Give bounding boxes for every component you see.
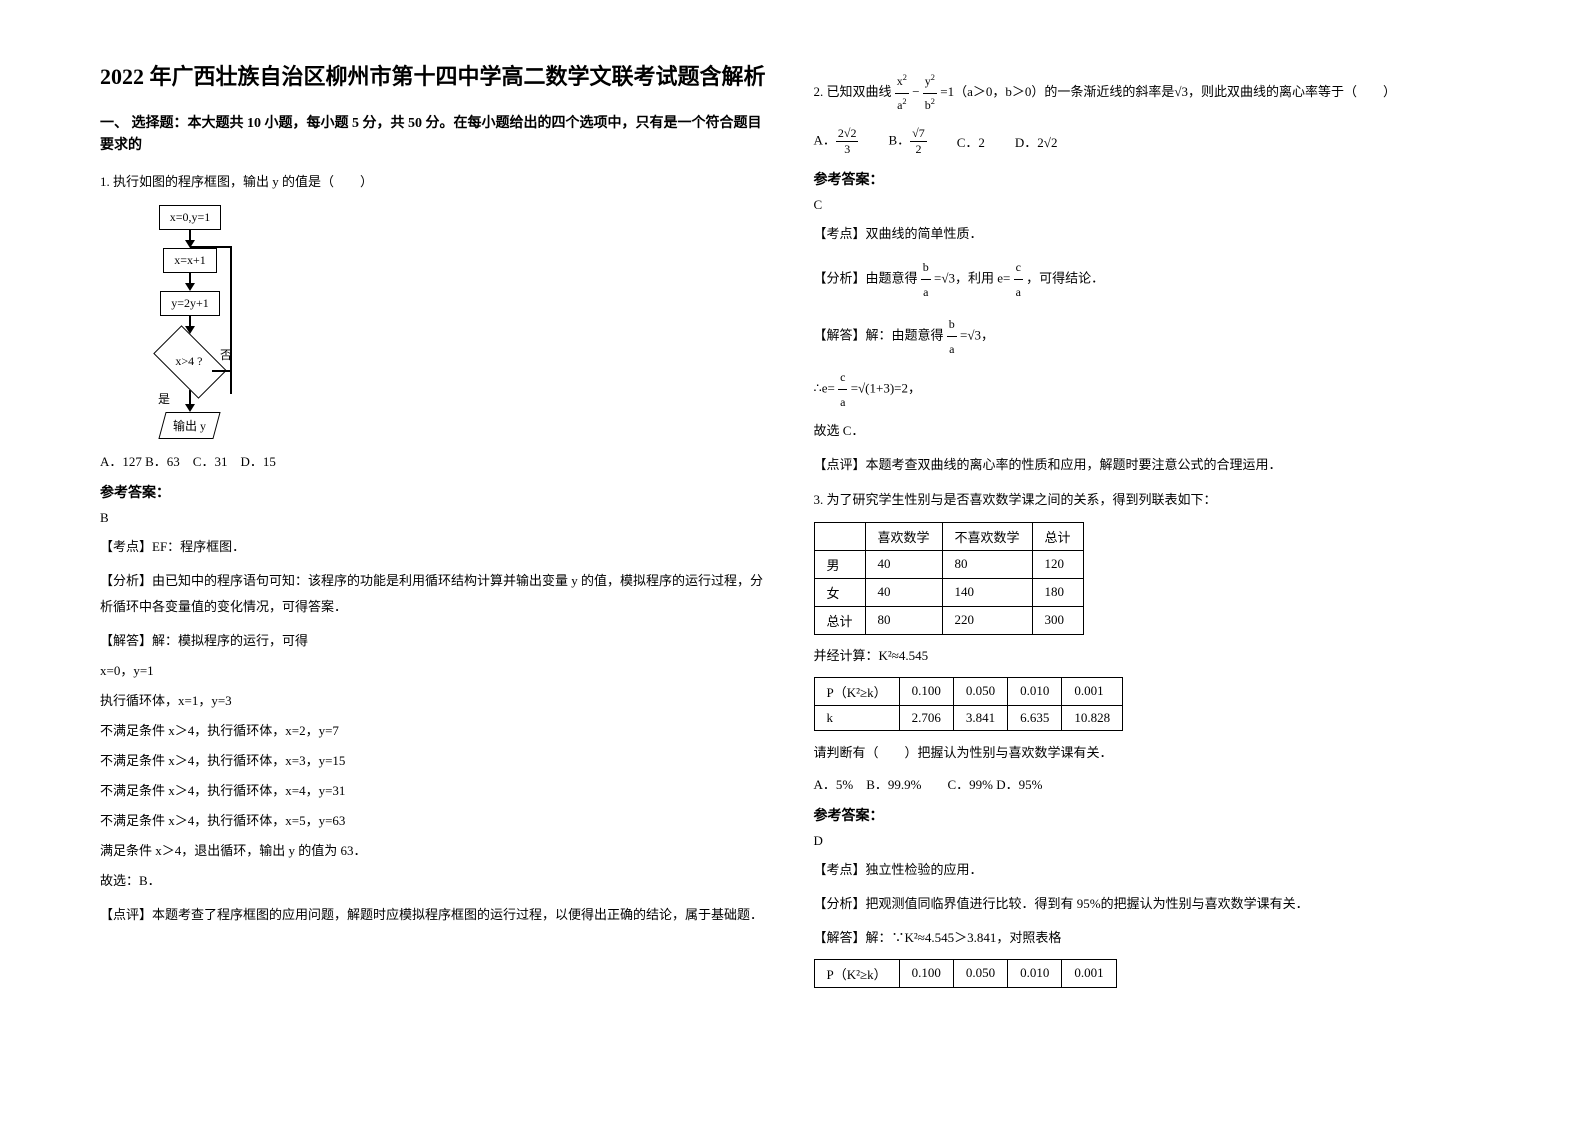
q1-text: 1. 执行如图的程序框图，输出 y 的值是（ ） (100, 170, 774, 193)
q3-table3: P（K²≥k）0.1000.0500.0100.001 (814, 959, 1117, 988)
q1-line: 故选：B． (100, 868, 774, 894)
q3-text: 3. 为了研究学生性别与是否喜欢数学课之间的关系，得到列联表如下： (814, 488, 1488, 511)
q1-line: 不满足条件 x＞4，执行循环体，x=2，y=7 (100, 718, 774, 744)
q2-comment: 【点评】本题考查双曲线的离心率的性质和应用，解题时要注意公式的合理运用． (814, 452, 1488, 478)
q3-calc: 并经计算：K²≈4.545 (814, 643, 1488, 669)
q3-answer-label: 参考答案： (814, 805, 1488, 825)
q2-line3: 故选 C． (814, 418, 1488, 444)
q2-tag2: 【分析】由题意得 ba =√3，利用 e= ca ，可得结论． (814, 255, 1488, 304)
q1-tag2: 【分析】由已知中的程序语句可知：该程序的功能是利用循环结构计算并输出变量 y 的… (100, 568, 774, 620)
q3-answer: D (814, 833, 1488, 849)
flow-step2: y=2y+1 (160, 291, 220, 316)
page-title: 2022 年广西壮族自治区柳州市第十四中学高二数学文联考试题含解析 (100, 60, 774, 93)
q2-options: A．2√23 B．√72 C．2 D．2√2 (814, 126, 1488, 157)
flow-yes-label: 是 (158, 390, 170, 407)
q2-text: 2. 已知双曲线 x2a2 − y2b2 =1（a＞0，b＞0）的一条渐近线的斜… (814, 70, 1488, 116)
q3-options: A．5% B．99.9% C．99% D．95% (814, 774, 1488, 793)
q2-tag1: 【考点】双曲线的简单性质． (814, 221, 1488, 247)
q1-line: 不满足条件 x＞4，执行循环体，x=4，y=31 (100, 778, 774, 804)
flow-condition: x>4 ? (153, 325, 227, 399)
left-column: 2022 年广西壮族自治区柳州市第十四中学高二数学文联考试题含解析 一、 选择题… (100, 60, 774, 996)
q1-tag1: 【考点】EF：程序框图． (100, 534, 774, 560)
flow-output: 输出 y (159, 412, 221, 439)
q1-line: 不满足条件 x＞4，执行循环体，x=3，y=15 (100, 748, 774, 774)
q2-answer: C (814, 197, 1488, 213)
q2-solve: 【解答】解：由题意得 ba =√3， (814, 312, 1488, 361)
q2-line2: ∴e= ca =√(1+3)=2， (814, 365, 1488, 414)
q1-options: A．127 B．63 C．31 D．15 (100, 451, 774, 470)
q1-answer: B (100, 510, 774, 526)
q1-comment: 【点评】本题考查了程序框图的应用问题，解题时应模拟程序框图的运行过程，以便得出正… (100, 902, 774, 928)
q1-line: x=0，y=1 (100, 658, 774, 684)
q3-solve: 【解答】解：∵K²≈4.545＞3.841，对照表格 (814, 925, 1488, 951)
q1-line: 执行循环体，x=1，y=3 (100, 688, 774, 714)
q3-tag2: 【分析】把观测值同临界值进行比较．得到有 95%的把握认为性别与喜欢数学课有关． (814, 891, 1488, 917)
q3-table1: 喜欢数学 不喜欢数学 总计 男4080120 女40140180 总计80220… (814, 522, 1084, 635)
q1-solve-label: 【解答】解：模拟程序的运行，可得 (100, 628, 774, 654)
q3-judge: 请判断有（ ）把握认为性别与喜欢数学课有关． (814, 741, 1488, 764)
flow-init: x=0,y=1 (159, 205, 222, 230)
q2-answer-label: 参考答案： (814, 169, 1488, 189)
q3-tag1: 【考点】独立性检验的应用． (814, 857, 1488, 883)
flow-no-label: 否 (220, 346, 232, 363)
q3-table2: P（K²≥k）0.1000.0500.0100.001 k2.7063.8416… (814, 677, 1124, 731)
flow-step1: x=x+1 (163, 248, 217, 273)
section-header: 一、 选择题：本大题共 10 小题，每小题 5 分，共 50 分。在每小题给出的… (100, 113, 774, 158)
right-column: 2. 已知双曲线 x2a2 − y2b2 =1（a＞0，b＞0）的一条渐近线的斜… (814, 60, 1488, 996)
q1-line: 满足条件 x＞4，退出循环，输出 y 的值为 63． (100, 838, 774, 864)
q1-answer-label: 参考答案： (100, 482, 774, 502)
q1-line: 不满足条件 x＞4，执行循环体，x=5，y=63 (100, 808, 774, 834)
flowchart: x=0,y=1 x=x+1 y=2y+1 x>4 ? 否 是 输出 y (120, 205, 774, 439)
